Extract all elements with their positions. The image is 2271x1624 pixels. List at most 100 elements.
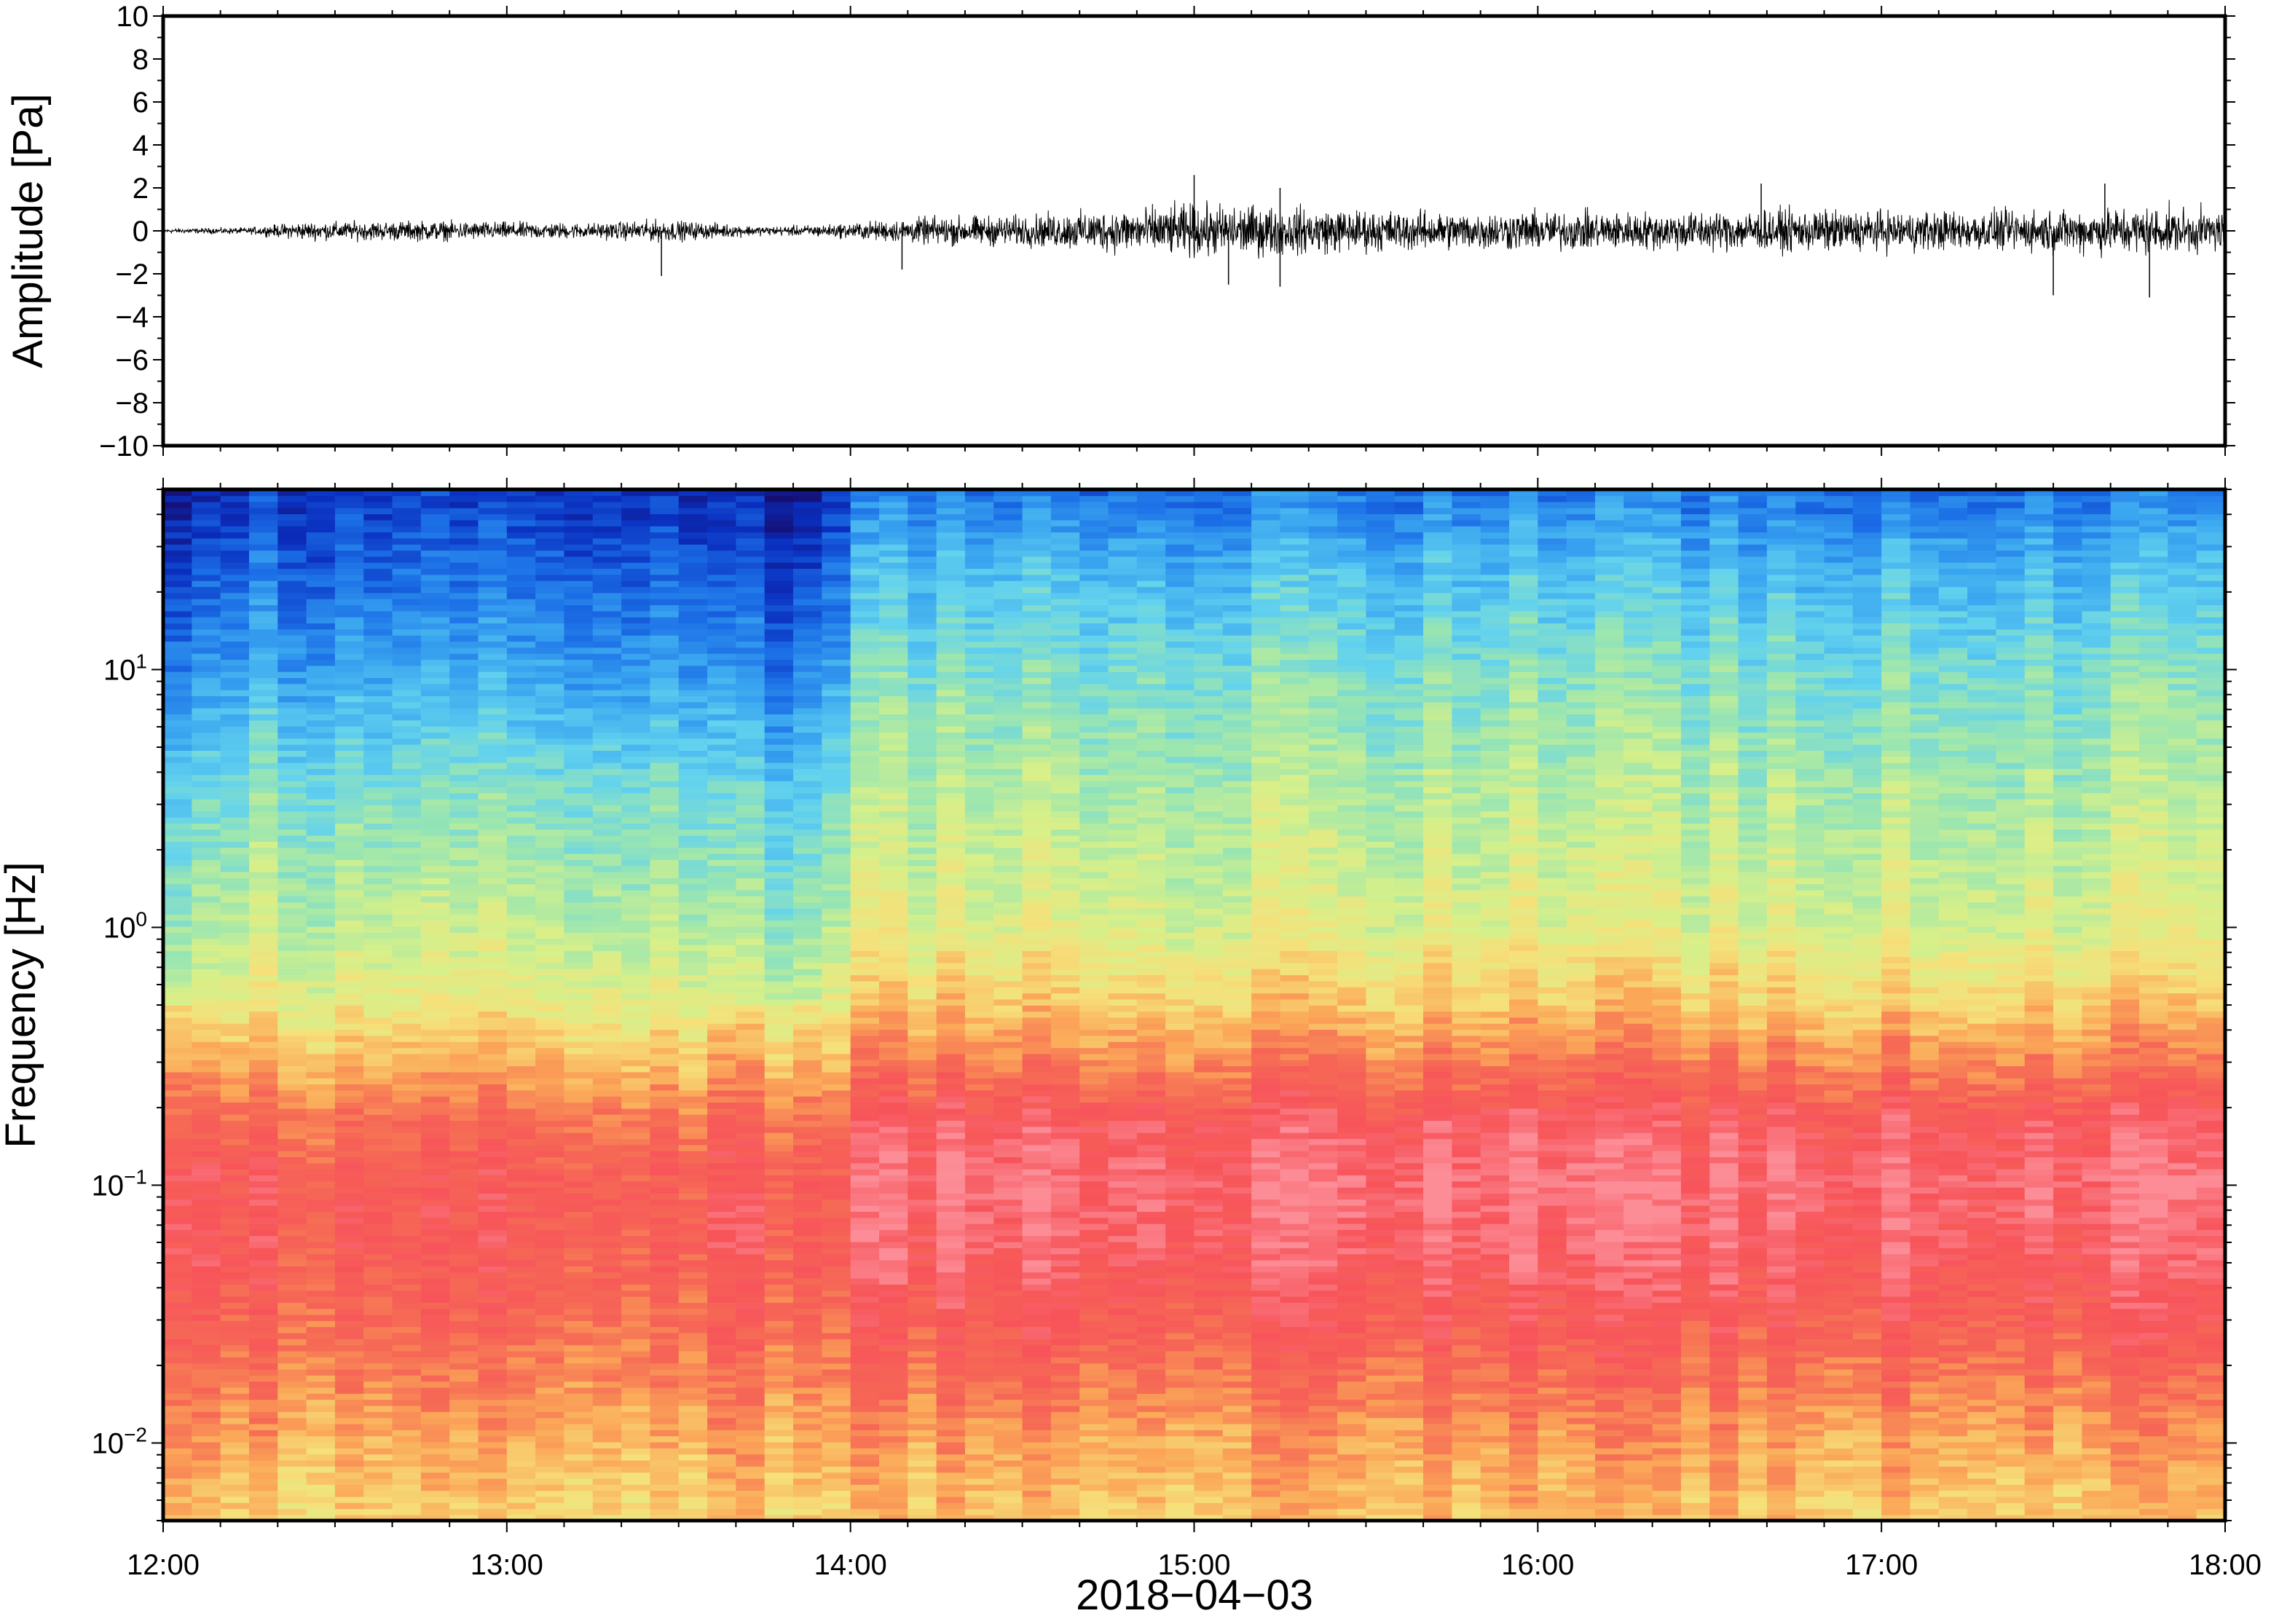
spectrogram-cell bbox=[192, 1229, 221, 1237]
spectrogram-cell bbox=[592, 798, 622, 805]
spectrogram-cell bbox=[964, 1065, 995, 1073]
spectrogram-cell bbox=[506, 1435, 536, 1443]
spectrogram-cell bbox=[822, 1466, 851, 1473]
spectrogram-cell bbox=[192, 1132, 221, 1140]
spectrogram-cell bbox=[248, 829, 279, 836]
spectrogram-cell bbox=[592, 756, 622, 763]
spectrogram-cell bbox=[736, 1022, 765, 1030]
spectrogram-cell bbox=[278, 1430, 307, 1437]
spectrogram-cell bbox=[420, 1205, 450, 1212]
spectrogram-cell bbox=[449, 574, 479, 581]
spectrogram-cell bbox=[363, 1120, 393, 1127]
spectrogram-cell bbox=[793, 1011, 823, 1018]
spectrogram-cell bbox=[248, 1162, 279, 1170]
spectrogram-cell bbox=[392, 1381, 422, 1388]
spectrogram-cell bbox=[420, 489, 450, 497]
spectrogram-cell bbox=[506, 1150, 536, 1158]
spectrogram-cell bbox=[650, 962, 680, 969]
spectrogram-cell bbox=[764, 586, 794, 594]
spectrogram-cell bbox=[793, 738, 823, 745]
spectrogram-cell bbox=[363, 920, 393, 927]
spectrogram-cell bbox=[420, 1284, 450, 1291]
spectrogram-cell bbox=[908, 1247, 937, 1255]
spectrogram-cell bbox=[248, 780, 279, 787]
spectrogram-cell bbox=[306, 1320, 336, 1328]
spectrogram-cell bbox=[334, 1417, 365, 1424]
spectrogram-cell bbox=[707, 738, 737, 745]
spectrogram-cell bbox=[964, 1089, 995, 1097]
spectrogram-cell bbox=[592, 610, 622, 618]
spectrogram-cell bbox=[363, 1132, 393, 1140]
spectrogram-cell bbox=[334, 1454, 365, 1461]
spectrogram-cell bbox=[621, 677, 651, 685]
spectrogram-cell bbox=[736, 598, 765, 606]
spectrogram-cell bbox=[936, 634, 966, 642]
spectrogram-cell bbox=[908, 1490, 937, 1497]
spectrogram-cell bbox=[793, 543, 823, 551]
spectrogram-cell bbox=[850, 1035, 880, 1042]
spectrogram-cell bbox=[564, 1472, 594, 1479]
spectrogram-cell bbox=[248, 628, 279, 636]
spectrogram-cell bbox=[908, 768, 937, 776]
spectrogram-cell bbox=[420, 1290, 450, 1297]
spectrogram-cell bbox=[621, 1084, 651, 1091]
spectrogram-cell bbox=[220, 744, 250, 751]
spectrogram-cell bbox=[248, 907, 279, 915]
spectrogram-cell bbox=[764, 1393, 794, 1400]
spectrogram-cell bbox=[478, 1144, 508, 1151]
spectrogram-cell bbox=[822, 969, 851, 976]
spectrogram-cell bbox=[449, 980, 479, 988]
spectrogram-cell bbox=[678, 1290, 708, 1297]
spectrogram-cell bbox=[850, 1375, 880, 1382]
spectrogram-cell bbox=[506, 1339, 536, 1346]
spectrogram-cell bbox=[192, 1332, 221, 1339]
spectrogram-cell bbox=[592, 720, 622, 727]
spectrogram-cell bbox=[363, 1199, 393, 1206]
spectrogram-cell bbox=[707, 665, 737, 672]
spectrogram-cell bbox=[220, 1186, 250, 1194]
spectrogram-cell bbox=[964, 1241, 995, 1248]
spectrogram-cell bbox=[420, 671, 450, 679]
spectrogram-cell bbox=[449, 1430, 479, 1437]
spectrogram-cell bbox=[220, 956, 250, 963]
spectrogram-cell bbox=[306, 1290, 336, 1297]
spectrogram-cell bbox=[306, 1229, 336, 1237]
spectrogram-cell bbox=[592, 1138, 622, 1146]
spectrogram-cell bbox=[220, 725, 250, 733]
spectrogram-cell bbox=[334, 907, 365, 915]
spectrogram-cell bbox=[936, 1193, 966, 1200]
spectrogram-cell bbox=[793, 586, 823, 594]
spectrogram-cell bbox=[363, 805, 393, 812]
spectrogram-cell bbox=[163, 732, 193, 739]
spectrogram-cell bbox=[592, 1339, 622, 1346]
spectrogram-cell bbox=[363, 998, 393, 1006]
spectrogram-cell bbox=[192, 714, 221, 721]
spectrogram-cell bbox=[564, 865, 594, 872]
spectrogram-cell bbox=[678, 1490, 708, 1497]
spectrogram-cell bbox=[506, 677, 536, 685]
spectrogram-cell bbox=[392, 1156, 422, 1164]
spectrogram-cell bbox=[363, 592, 393, 599]
waveform-y-tick-label: 4 bbox=[133, 130, 149, 162]
spectrogram-cell bbox=[334, 1041, 365, 1049]
spectrogram-cell bbox=[678, 1065, 708, 1073]
spectrogram-cell bbox=[822, 944, 851, 951]
spectrogram-cell bbox=[707, 744, 737, 751]
spectrogram-cell bbox=[793, 707, 823, 714]
spectrogram-cell bbox=[621, 774, 651, 781]
spectrogram-cell bbox=[278, 1229, 307, 1237]
spectrogram-cell bbox=[736, 1393, 765, 1400]
spectrogram-cell bbox=[736, 792, 765, 800]
spectrogram-cell bbox=[420, 677, 450, 685]
spectrogram-cell bbox=[908, 732, 937, 739]
spectrogram-cell bbox=[192, 798, 221, 805]
spectrogram-cell bbox=[621, 889, 651, 896]
spectrogram-cell bbox=[936, 1344, 966, 1352]
spectrogram-cell bbox=[220, 1180, 250, 1188]
spectrogram-cell bbox=[592, 1150, 622, 1158]
spectrogram-cell bbox=[592, 1180, 622, 1188]
spectrogram-cell bbox=[163, 1241, 193, 1248]
spectrogram-cell bbox=[248, 689, 279, 696]
spectrogram-cell bbox=[449, 1478, 479, 1485]
spectrogram-cell bbox=[564, 780, 594, 787]
